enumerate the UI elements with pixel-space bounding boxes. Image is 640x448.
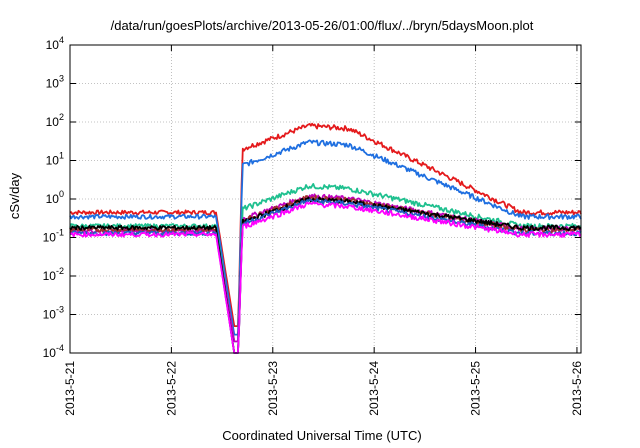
y-axis-label: cSv/day bbox=[7, 172, 22, 219]
y-tick-label: 100 bbox=[46, 189, 64, 206]
y-tick-label: 10-4 bbox=[43, 343, 64, 360]
x-tick-label: 2013-5-26 bbox=[570, 361, 584, 416]
series-line-2 bbox=[69, 139, 582, 336]
ticks: 2013-5-21 2013-5-22 2013-5-23 2013-5-24 2013… bbox=[43, 35, 584, 416]
series-group bbox=[69, 122, 582, 354]
series-line-4 bbox=[69, 193, 582, 343]
y-tick-label: 10-1 bbox=[43, 228, 64, 245]
y-tick-label: 10-3 bbox=[43, 305, 64, 322]
x-axis-label: Coordinated Universal Time (UTC) bbox=[222, 428, 421, 443]
series-line-6 bbox=[69, 196, 582, 354]
x-tick-label: 2013-5-24 bbox=[367, 361, 381, 416]
y-tick-label: 103 bbox=[46, 74, 64, 91]
y-tick-label: 101 bbox=[46, 151, 64, 168]
y-tick-label: 104 bbox=[46, 35, 64, 52]
x-tick-label: 2013-5-23 bbox=[266, 361, 280, 416]
x-tick-label: 2013-5-25 bbox=[469, 361, 483, 416]
x-tick-label: 2013-5-21 bbox=[63, 361, 77, 416]
x-tick-label: 2013-5-22 bbox=[164, 361, 178, 416]
y-tick-label: 102 bbox=[46, 112, 64, 129]
series-line-1 bbox=[69, 122, 582, 328]
y-tick-label: 10-2 bbox=[43, 266, 64, 283]
series-line-8 bbox=[69, 201, 582, 354]
chart-title: /data/run/goesPlots/archive/2013-05-26/0… bbox=[111, 18, 534, 33]
